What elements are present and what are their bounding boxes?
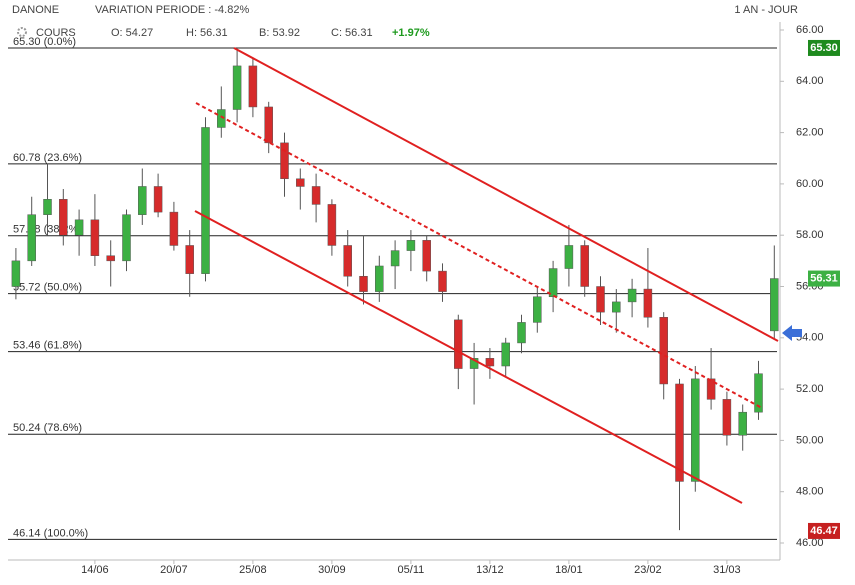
candle-body — [754, 373, 763, 413]
candle-body — [422, 240, 431, 272]
candle-body — [153, 186, 163, 213]
x-tick-label: 14/06 — [81, 564, 109, 576]
fib-label: 65.30 (0.0%) — [13, 36, 76, 48]
candle-body — [738, 411, 747, 436]
candle-body — [548, 268, 558, 298]
candle-body — [217, 109, 226, 128]
candle-body — [612, 301, 621, 313]
candle-body — [596, 286, 605, 313]
price-badge — [808, 522, 840, 539]
legend-entry: COURS — [36, 27, 76, 39]
candle-body — [691, 378, 700, 482]
candle-body — [280, 142, 289, 180]
price-badge-label: 65.30 — [810, 42, 838, 54]
fib-label: 46.14 (100.0%) — [13, 527, 88, 539]
candle-body — [185, 245, 194, 274]
price-badge — [808, 39, 840, 56]
candle-body — [390, 250, 400, 267]
candle-body — [248, 65, 258, 108]
candle-body — [438, 270, 447, 292]
candle-body — [375, 265, 384, 292]
candle-body — [11, 260, 21, 287]
title: DANONE — [12, 4, 59, 16]
candle-body — [533, 296, 542, 323]
candle-body — [501, 342, 510, 367]
candle-body — [359, 275, 368, 292]
candle-body — [770, 278, 779, 332]
x-tick-label: 18/01 — [555, 564, 583, 576]
y-tick-label: 60.00 — [796, 178, 824, 190]
candle-body — [59, 199, 68, 236]
candle-body — [327, 204, 337, 246]
y-tick-label: 62.00 — [796, 127, 824, 139]
y-tick-label: 66.00 — [796, 24, 824, 36]
candle-body — [311, 186, 321, 205]
change: +1.97% — [392, 27, 430, 39]
ohlc-open: O: 54.27 — [111, 27, 153, 39]
y-tick-label: 46.00 — [796, 537, 824, 549]
candle-body — [264, 106, 273, 144]
fib-label: 55.72 (50.0%) — [13, 282, 82, 294]
candle-body — [138, 186, 147, 215]
x-tick-label: 20/07 — [160, 564, 188, 576]
x-tick-label: 31/03 — [713, 564, 741, 576]
candle-body — [406, 240, 416, 251]
candle-body — [675, 383, 684, 482]
candle-body — [27, 214, 36, 262]
x-tick-label: 05/11 — [398, 564, 425, 576]
y-tick-label: 48.00 — [796, 486, 824, 498]
candle-body — [706, 378, 716, 400]
subtitle: VARIATION PERIODE : -4.82% — [95, 4, 249, 16]
y-tick-label: 64.00 — [796, 75, 824, 87]
price-badge-label: 46.47 — [810, 525, 838, 537]
fib-label: 60.78 (23.6%) — [13, 152, 82, 164]
price-badge — [808, 270, 840, 287]
price-arrow — [782, 325, 802, 341]
candle-body — [343, 245, 352, 277]
candle-body — [169, 211, 179, 246]
candle-body — [74, 219, 84, 236]
candle-body — [454, 319, 463, 369]
y-tick-label: 50.00 — [796, 434, 824, 446]
candle-body — [232, 65, 242, 110]
candle-body — [469, 358, 479, 369]
x-tick-label: 25/08 — [239, 564, 267, 576]
candle-body — [122, 214, 131, 262]
trend-mid — [195, 102, 763, 409]
candle-body — [659, 317, 668, 385]
y-tick-label: 54.00 — [796, 332, 824, 344]
x-tick-label: 13/12 — [476, 564, 504, 576]
candle-body — [485, 358, 495, 367]
fib-label: 53.46 (61.8%) — [13, 340, 82, 352]
trend-lower — [194, 210, 743, 504]
x-tick-label: 30/09 — [318, 564, 346, 576]
ohlc-low: B: 53.92 — [259, 27, 300, 39]
candle-body — [643, 288, 653, 318]
candle-body — [564, 245, 574, 269]
x-tick-label: 23/02 — [634, 564, 662, 576]
candle-body — [106, 255, 115, 262]
ohlc-close: C: 56.31 — [331, 27, 373, 39]
candle-body — [627, 288, 637, 303]
settings-icon[interactable] — [17, 27, 27, 37]
candle-body — [580, 245, 589, 287]
fib-label: 50.24 (78.6%) — [13, 422, 82, 434]
candle-body — [296, 178, 305, 187]
price-badge-label: 56.31 — [810, 272, 838, 284]
candle-body — [43, 199, 52, 215]
candle-body — [722, 399, 732, 436]
y-tick-label: 58.00 — [796, 229, 824, 241]
y-tick-label: 52.00 — [796, 383, 824, 395]
ohlc-high: H: 56.31 — [186, 27, 228, 39]
period[interactable]: 1 AN - JOUR — [734, 4, 798, 16]
candle-body — [517, 322, 526, 344]
candle-body — [201, 127, 210, 274]
candle-body — [90, 219, 100, 256]
trend-upper — [233, 47, 779, 342]
